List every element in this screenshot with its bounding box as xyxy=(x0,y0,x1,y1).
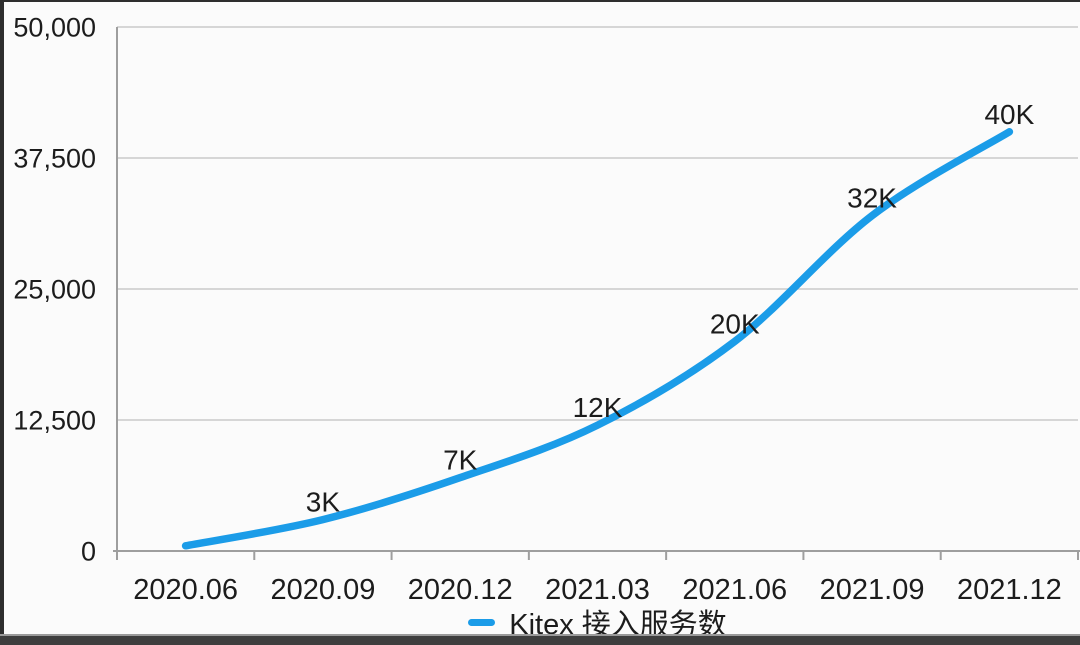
point-label: 12K xyxy=(573,392,623,423)
point-label: 20K xyxy=(710,308,760,339)
legend-line-marker xyxy=(468,618,496,626)
window-bottom-bar xyxy=(0,634,1080,645)
window-left-edge xyxy=(0,0,4,645)
point-label: 3K xyxy=(306,487,341,518)
y-tick-label: 25,000 xyxy=(13,274,96,304)
point-label: 7K xyxy=(443,445,478,476)
x-tick-label: 2021.03 xyxy=(545,574,650,606)
window-top-border xyxy=(0,0,1080,2)
y-tick-label: 50,000 xyxy=(13,12,96,42)
x-tick-label: 2021.12 xyxy=(957,574,1062,606)
y-tick-label: 12,500 xyxy=(13,405,96,435)
point-label: 32K xyxy=(847,183,897,214)
y-tick-label: 37,500 xyxy=(13,143,96,173)
x-tick-label: 2020.06 xyxy=(133,574,238,606)
x-tick-label: 2021.09 xyxy=(820,574,925,606)
series-line xyxy=(181,128,1014,550)
y-tick-label: 0 xyxy=(81,536,96,566)
x-tick-label: 2020.12 xyxy=(408,574,513,606)
point-label: 40K xyxy=(984,99,1034,130)
x-tick-label: 2021.06 xyxy=(682,574,787,606)
x-tick-label: 2020.09 xyxy=(271,574,376,606)
